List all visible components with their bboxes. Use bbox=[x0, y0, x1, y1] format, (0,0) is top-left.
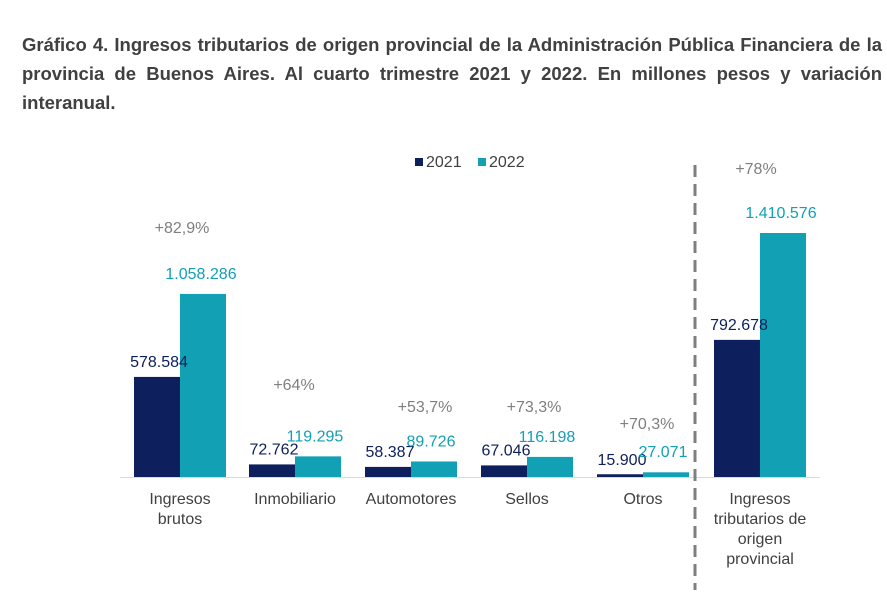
bar-2021-5 bbox=[714, 339, 760, 477]
bar-2021-1 bbox=[249, 464, 295, 477]
variation-label-4: +70,3% bbox=[620, 416, 675, 433]
bar-2021-3 bbox=[481, 465, 527, 477]
data-label-2021-0: 578.584 bbox=[130, 354, 188, 371]
category-label-0-0: Ingresos bbox=[149, 491, 210, 508]
legend-swatch-2021 bbox=[415, 158, 423, 166]
chart-marks: 578.584 72.762 58.387 67.046 15.900 792.678 1.… bbox=[120, 161, 820, 590]
category-label-5-1: tributarios de bbox=[714, 511, 807, 528]
data-label-2021-2: 58.387 bbox=[366, 444, 415, 461]
data-label-2021-1: 72.762 bbox=[250, 441, 299, 458]
bar-2022-3 bbox=[527, 456, 573, 477]
data-label-2022-4: 27.071 bbox=[639, 444, 688, 461]
chart-title: Gráfico 4. Ingresos tributarios de orige… bbox=[22, 34, 882, 113]
bar-2022-4 bbox=[643, 472, 689, 477]
data-label-2022-1: 119.295 bbox=[287, 428, 344, 445]
bar-2022-1 bbox=[295, 456, 341, 477]
variation-label-1: +64% bbox=[273, 377, 314, 394]
variation-label-5: +78% bbox=[735, 161, 776, 178]
category-label-5-0: Ingresos bbox=[729, 491, 790, 508]
category-label-5-2: origen bbox=[738, 531, 782, 548]
variation-label-0: +82,9% bbox=[155, 220, 210, 237]
variation-label-2: +53,7% bbox=[398, 399, 453, 416]
category-label-4-0: Otros bbox=[623, 491, 662, 508]
legend-label-2021: 2021 bbox=[426, 154, 462, 171]
category-label-5-3: provincial bbox=[726, 551, 794, 568]
legend-label-2022: 2022 bbox=[489, 154, 525, 171]
data-label-2021-5: 792.678 bbox=[710, 317, 768, 334]
data-label-2021-3: 67.046 bbox=[482, 442, 531, 459]
data-label-2021-4: 15.900 bbox=[598, 452, 647, 469]
category-label-1-0: Inmobiliario bbox=[254, 491, 336, 508]
data-label-2022-5: 1.410.576 bbox=[745, 205, 816, 222]
category-label-3-0: Sellos bbox=[505, 491, 549, 508]
bar-2021-2 bbox=[365, 466, 411, 477]
category-label-0-1: brutos bbox=[158, 511, 202, 528]
bar-2022-0 bbox=[180, 293, 226, 477]
category-label-2-0: Automotores bbox=[366, 491, 457, 508]
legend: 2021 2022 bbox=[415, 154, 525, 171]
bar-2022-5 bbox=[760, 233, 806, 477]
bar-2021-4 bbox=[597, 474, 643, 477]
data-label-2022-3: 116.198 bbox=[519, 429, 576, 446]
bar-2022-2 bbox=[411, 461, 457, 477]
legend-swatch-2022 bbox=[478, 158, 486, 166]
bar-2021-0 bbox=[134, 376, 180, 477]
data-label-2022-0: 1.058.286 bbox=[165, 266, 236, 283]
variation-label-3: +73,3% bbox=[507, 399, 562, 416]
data-label-2022-2: 89.726 bbox=[407, 433, 456, 450]
